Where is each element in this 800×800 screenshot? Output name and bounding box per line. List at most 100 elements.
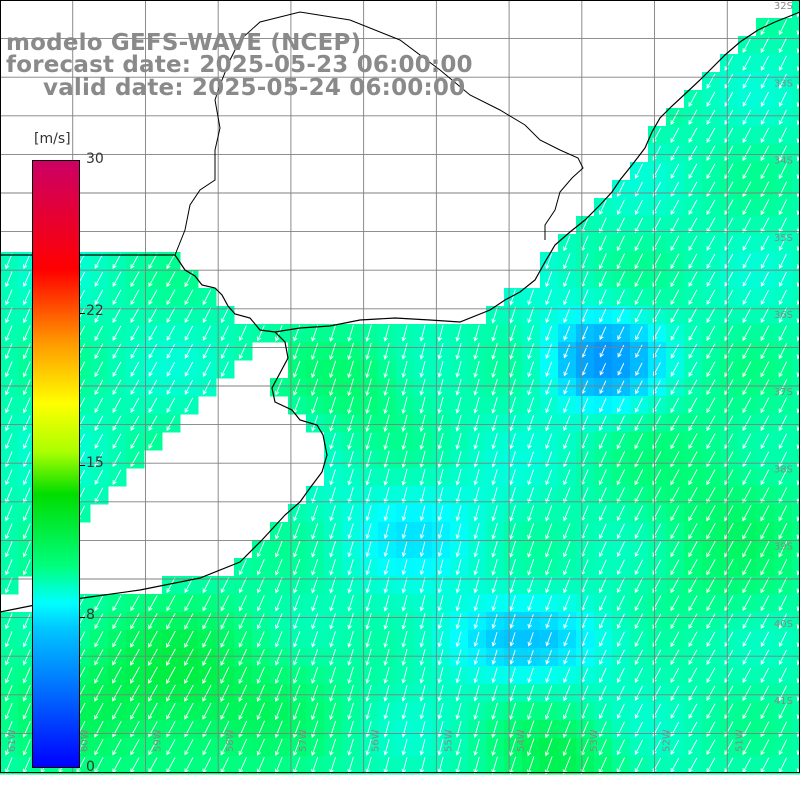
latitude-label: 37S [774, 387, 793, 398]
wind-arrow [706, 253, 716, 269]
wind-arrow [491, 756, 498, 775]
wind-arrow [220, 684, 230, 702]
wind-arrow [256, 613, 265, 630]
wind-arrow [184, 739, 194, 756]
wind-arrow [220, 343, 229, 360]
wind-arrow [706, 433, 716, 450]
wind-arrow [383, 324, 390, 342]
wind-arrow [742, 613, 752, 630]
wind-arrow [329, 649, 336, 666]
wind-arrow [94, 595, 104, 612]
colorbar-tick-30: 30 [86, 151, 104, 167]
wind-arrow [256, 559, 265, 576]
wind-arrow [22, 487, 31, 504]
wind-arrow [760, 577, 770, 594]
wind-arrow [491, 702, 498, 720]
wind-arrow [544, 738, 553, 757]
wind-arrow [148, 702, 158, 720]
wind-arrow [706, 631, 716, 647]
wind-arrow [509, 397, 516, 414]
wind-arrow [274, 684, 283, 703]
wind-arrow [473, 702, 480, 720]
wind-arrow [292, 360, 301, 378]
wind-arrow [112, 379, 122, 395]
wind-arrow [130, 415, 140, 432]
wind-arrow [491, 307, 498, 324]
wind-speed-cell [792, 18, 800, 37]
wind-arrow [256, 541, 265, 558]
wind-arrow [202, 648, 212, 666]
wind-arrow [473, 720, 480, 738]
wind-arrow [778, 595, 788, 612]
wind-arrow [688, 613, 698, 630]
wind-arrow [598, 271, 607, 288]
wind-arrow [256, 684, 265, 703]
wind-arrow [437, 739, 444, 756]
wind-arrow [112, 613, 122, 630]
wind-arrow [419, 667, 426, 684]
wind-speed-cell [792, 36, 800, 55]
wind-arrow [401, 432, 408, 451]
wind-arrow [760, 540, 770, 558]
wind-arrow [329, 666, 336, 684]
wind-arrow [112, 648, 122, 666]
wind-arrow [635, 344, 643, 359]
wind-arrow [616, 541, 625, 558]
wind-arrow [509, 756, 517, 775]
wind-arrow [760, 145, 770, 162]
wind-arrow [688, 343, 698, 359]
wind-arrow [184, 630, 194, 648]
wind-arrow [94, 739, 104, 756]
wind-arrow [329, 613, 336, 630]
wind-arrow [598, 487, 607, 504]
wind-arrow [22, 559, 31, 576]
wind-arrow [148, 630, 158, 648]
latitude-label: 32S [774, 1, 793, 12]
wind-arrow [274, 702, 283, 721]
wind-arrow [742, 559, 752, 576]
wind-arrow [634, 307, 643, 323]
wind-arrow [329, 702, 337, 720]
wind-arrow [419, 559, 426, 576]
wind-arrow [419, 739, 426, 756]
wind-arrow [148, 343, 158, 359]
wind-arrow [742, 685, 752, 702]
wind-arrow [274, 577, 283, 594]
wind-arrow [347, 684, 354, 702]
wind-arrow [545, 559, 553, 576]
wind-arrow [527, 577, 535, 594]
wind-arrow [4, 361, 13, 378]
wind-arrow [509, 505, 516, 522]
wind-arrow [598, 289, 607, 306]
wind-arrow [563, 541, 571, 558]
wind-arrow [94, 433, 104, 449]
wind-arrow [22, 523, 31, 540]
wind-arrow [5, 397, 13, 414]
wind-arrow [148, 307, 158, 323]
wind-arrow [563, 613, 571, 629]
wind-arrow [112, 397, 122, 413]
wind-arrow [491, 667, 498, 684]
wind-arrow [365, 559, 372, 576]
wind-arrow [634, 469, 644, 486]
wind-arrow [760, 37, 770, 54]
wind-arrow [383, 378, 390, 397]
wind-arrow [274, 523, 283, 540]
wind-arrow [437, 361, 444, 378]
wind-arrow [598, 541, 607, 558]
wind-arrow [311, 631, 319, 648]
wind-arrow [635, 380, 643, 395]
wind-arrow [562, 720, 571, 738]
wind-arrow [347, 378, 354, 397]
longitude-label: 61W [7, 729, 18, 752]
wind-arrow [455, 361, 462, 378]
wind-arrow [329, 451, 336, 468]
wind-arrow [527, 451, 534, 468]
wind-arrow [778, 703, 788, 720]
wind-arrow [220, 307, 229, 324]
wind-arrow [473, 577, 480, 594]
wind-arrow [401, 685, 408, 702]
wind-arrow [311, 378, 319, 397]
wind-arrow [778, 631, 787, 648]
wind-arrow [706, 523, 716, 540]
